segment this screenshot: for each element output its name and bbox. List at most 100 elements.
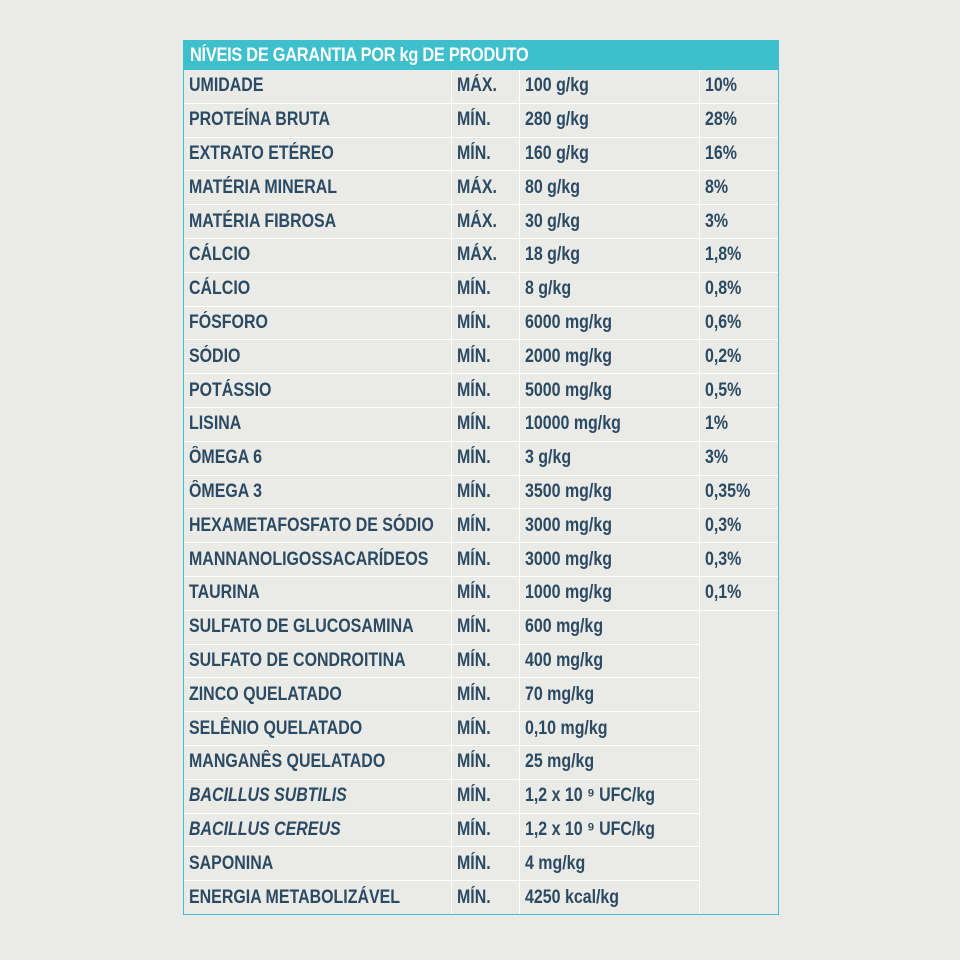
percent-text: 0,35% — [705, 480, 751, 502]
nutrient-name-cell: SÓDIO — [184, 339, 452, 375]
amount-cell: 160 g/kg — [519, 137, 700, 172]
percent-cell: 10% — [699, 70, 778, 104]
amount-text: 10000 mg/kg — [525, 413, 621, 435]
percent-text: 1% — [705, 413, 729, 435]
table-row: LISINA MÍN. 10000 mg/kg 1% — [184, 407, 778, 442]
limit-cell: MÍN. — [451, 610, 520, 645]
nutrient-name-cell: PROTEÍNA BRUTA — [184, 103, 452, 138]
nutrient-name-text: MATÉRIA FIBROSA — [189, 210, 337, 232]
table-row: EXTRATO ETÉREO MÍN. 160 g/kg 16% — [184, 137, 778, 172]
amount-text: 1000 mg/kg — [525, 582, 612, 604]
amount-text: 160 g/kg — [525, 142, 589, 164]
percent-cell: 0,5% — [699, 373, 778, 408]
amount-text: 4 mg/kg — [525, 852, 586, 874]
nutrient-name-cell: POTÁSSIO — [184, 373, 452, 408]
amount-text: 8 g/kg — [525, 278, 572, 300]
limit-text: MÍN. — [457, 582, 491, 604]
table-row: ÔMEGA 6 MÍN. 3 g/kg 3% — [184, 441, 778, 476]
limit-cell: MÁX. — [451, 170, 520, 206]
nutrient-name-cell: ÔMEGA 6 — [184, 441, 452, 476]
table-row: MANNANOLIGOSSACARÍDEOS MÍN. 3000 mg/kg 0,3% — [184, 542, 778, 577]
limit-text: MÍN. — [457, 886, 491, 908]
amount-cell: 3000 mg/kg — [519, 508, 700, 544]
amount-text: 2000 mg/kg — [525, 345, 612, 367]
percent-cell: 0,8% — [699, 272, 778, 307]
limit-cell: MÍN. — [451, 508, 520, 544]
limit-text: MÍN. — [457, 413, 491, 435]
percent-cell: 0,1% — [699, 576, 778, 611]
nutrient-name-text: FÓSFORO — [189, 311, 268, 333]
limit-text: MÍN. — [457, 480, 491, 502]
limit-cell: MÍN. — [451, 339, 520, 375]
table-row: SÓDIO MÍN. 2000 mg/kg 0,2% — [184, 339, 778, 375]
percent-text: 0,1% — [705, 582, 742, 604]
nutrient-name-text: ÔMEGA 6 — [189, 447, 263, 469]
limit-cell: MÍN. — [451, 441, 520, 476]
nutrient-name-cell: BACILLUS CEREUS — [184, 813, 452, 848]
percent-cell: 8% — [699, 170, 778, 206]
table-row: BACILLUS CEREUS MÍN. 1,2 x 10 ⁹ UFC/kg — [184, 813, 779, 848]
table-row: MATÉRIA MINERAL MÁX. 80 g/kg 8% — [184, 170, 778, 206]
table-row: CÁLCIO MÁX. 18 g/kg 1,8% — [184, 238, 778, 273]
percent-cell: 3% — [699, 204, 778, 239]
percent-cell — [700, 881, 779, 914]
percent-cell — [700, 847, 779, 881]
percent-cell: 16% — [699, 137, 778, 172]
percent-text: 3% — [705, 447, 729, 469]
percent-cell — [700, 813, 779, 847]
nutrient-name-text: BACILLUS CEREUS — [189, 818, 341, 840]
table-row: FÓSFORO MÍN. 6000 mg/kg 0,6% — [184, 306, 778, 341]
limit-cell: MÍN. — [451, 846, 520, 882]
percent-cell: 1% — [699, 407, 778, 442]
limit-text: MÍN. — [457, 514, 491, 536]
nutrient-name-text: MATÉRIA MINERAL — [189, 176, 338, 198]
amount-text: 70 mg/kg — [525, 683, 595, 705]
table-row: UMIDADE MÁX. 100 g/kg 10% — [184, 70, 778, 104]
amount-cell: 8 g/kg — [519, 272, 700, 307]
limit-text: MÍN. — [457, 649, 491, 671]
amount-text: 100 g/kg — [525, 75, 589, 97]
percent-cell: 3% — [699, 441, 778, 476]
nutrient-name-cell: FÓSFORO — [184, 306, 452, 341]
percent-cell — [700, 610, 779, 644]
percent-text: 0,5% — [705, 379, 742, 401]
percent-cell: 1,8% — [699, 238, 778, 273]
limit-cell: MÁX. — [451, 204, 520, 239]
amount-cell: 1,2 x 10 ⁹ UFC/kg — [519, 779, 700, 814]
limit-cell: MÍN. — [451, 745, 520, 780]
limit-cell: MÍN. — [451, 272, 520, 307]
table-row: SAPONINA MÍN. 4 mg/kg — [184, 846, 779, 882]
nutrient-name-cell: EXTRATO ETÉREO — [184, 137, 452, 172]
nutrient-name-text: SELÊNIO QUELATADO — [189, 717, 363, 739]
amount-text: 1,2 x 10 ⁹ UFC/kg — [525, 818, 655, 840]
nutrient-name-text: TAURINA — [189, 582, 260, 604]
limit-text: MÍN. — [457, 683, 491, 705]
amount-cell: 5000 mg/kg — [519, 373, 700, 408]
nutrient-name-cell: SELÊNIO QUELATADO — [184, 711, 452, 746]
percent-cell: 0,6% — [699, 306, 778, 341]
amount-text: 6000 mg/kg — [525, 311, 612, 333]
amount-cell: 600 mg/kg — [519, 610, 700, 645]
amount-cell: 400 mg/kg — [519, 644, 700, 679]
percent-cell — [700, 678, 779, 712]
limit-text: MÍN. — [457, 311, 491, 333]
percent-text: 10% — [705, 75, 737, 97]
amount-text: 30 g/kg — [525, 210, 581, 232]
amount-text: 600 mg/kg — [525, 616, 604, 638]
amount-cell: 3500 mg/kg — [519, 475, 700, 510]
nutrient-name-cell: ZINCO QUELATADO — [184, 677, 452, 713]
nutrient-name-cell: MANGANÊS QUELATADO — [184, 745, 452, 780]
nutrient-name-text: ZINCO QUELATADO — [189, 683, 342, 705]
amount-cell: 4250 kcal/kg — [519, 880, 700, 914]
nutrient-table: UMIDADE MÁX. 100 g/kg 10% PROTEÍNA BRUTA MÍN.… — [184, 70, 778, 914]
amount-cell: 4 mg/kg — [519, 846, 700, 882]
amount-text: 80 g/kg — [525, 176, 581, 198]
percent-cell: 0,3% — [699, 508, 778, 544]
limit-cell: MÍN. — [451, 644, 520, 679]
limit-text: MÍN. — [457, 447, 491, 469]
limit-cell: MÍN. — [451, 576, 520, 611]
limit-cell: MÍN. — [451, 779, 520, 814]
percent-cell: 0,3% — [699, 542, 778, 577]
guarantee-levels-table: NÍVEIS DE GARANTIA POR kg DE PRODUTO UMI… — [183, 40, 779, 915]
limit-text: MÍN. — [457, 548, 491, 570]
